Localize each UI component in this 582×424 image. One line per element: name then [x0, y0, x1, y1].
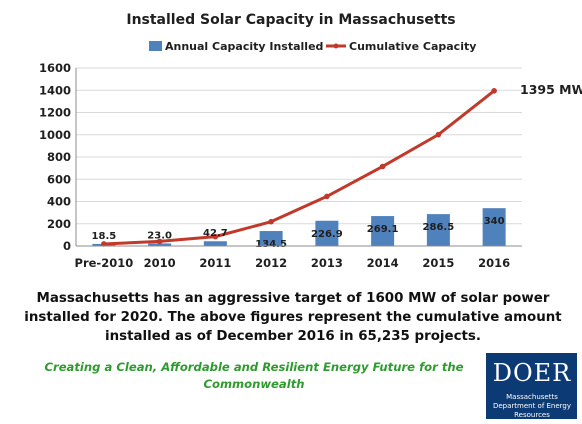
- bar-value-label: 23.0: [147, 230, 172, 241]
- y-tick-label: 0: [63, 239, 71, 253]
- legend-label-cumulative: Cumulative Capacity: [349, 40, 476, 53]
- y-tick-label: 800: [47, 150, 71, 164]
- logo-subtitle: Massachusetts Department of Energy Resou…: [492, 393, 572, 419]
- x-tick-label: 2015: [422, 256, 454, 270]
- cumulative-point: [491, 88, 497, 94]
- cumulative-line-path: [103, 89, 496, 246]
- data-labels: 18.5 23.0 42.7 134.5 226.9 269.1 286.5 340: [92, 216, 505, 250]
- y-tick-label: 200: [47, 217, 71, 231]
- cumulative-point: [379, 163, 386, 170]
- cumulative-point: [212, 233, 219, 240]
- axes: 0 200 400 600 800 1000 1200 1400 1600 Pre-2010 201…: [39, 61, 522, 270]
- legend-marker-cumulative: [333, 43, 339, 49]
- x-tick-label: Pre-2010: [75, 256, 134, 270]
- bar-annual: [315, 220, 339, 246]
- cumulative-point: [435, 131, 442, 138]
- y-tick-label: 1600: [39, 61, 71, 75]
- bar-value-label: 340: [484, 216, 505, 227]
- logo-mark: DOER: [492, 359, 572, 387]
- y-tick-label: 1200: [39, 106, 71, 120]
- x-tick-label: 2014: [367, 256, 399, 270]
- bar-value-label: 226.9: [311, 229, 343, 240]
- y-tick-label: 400: [47, 195, 71, 209]
- cumulative-point: [268, 218, 274, 225]
- bar-value-label: 134.5: [255, 239, 287, 250]
- x-tick-label: 2016: [478, 256, 510, 270]
- x-tick-label: 2012: [255, 256, 287, 270]
- bar-value-label: 286.5: [423, 222, 455, 233]
- x-tick-label: 2011: [199, 256, 231, 270]
- bar-annual: [259, 231, 283, 246]
- bar-annual: [371, 216, 395, 246]
- bar-annual: [426, 214, 450, 246]
- bar-annual: [148, 243, 172, 246]
- legend: Annual Capacity Installed Cumulative Cap…: [149, 40, 476, 53]
- bar-annual: [482, 208, 506, 246]
- cumulative-line: [101, 88, 497, 247]
- bar-value-label: 269.1: [367, 224, 399, 235]
- cumulative-point: [101, 241, 107, 247]
- y-tick-label: 600: [47, 172, 71, 186]
- description-text: Massachusetts has an aggressive target o…: [24, 291, 562, 344]
- gridlines: [76, 67, 522, 225]
- bar-annual: [203, 241, 227, 246]
- bar-value-label: 42.7: [203, 228, 228, 239]
- solar-capacity-chart: Installed Solar Capacity in Massachusett…: [39, 12, 582, 270]
- doer-logo: DOER Massachusetts Department of Energy …: [486, 353, 577, 419]
- cumulative-point: [324, 193, 330, 200]
- y-tick-label: 1000: [39, 128, 71, 142]
- bars: [92, 208, 506, 246]
- x-tick-label: 2013: [311, 256, 343, 270]
- cumulative-annotation: 1395 MW: [520, 82, 582, 97]
- x-tick-label: 2010: [144, 256, 176, 270]
- legend-label-annual: Annual Capacity Installed: [165, 40, 323, 53]
- cumulative-point: [156, 238, 163, 245]
- tagline-text: Creating a Clean, Affordable and Resilie…: [44, 360, 464, 391]
- legend-swatch-annual: [149, 41, 162, 51]
- bar-value-label: 18.5: [92, 231, 117, 242]
- y-tick-label: 1400: [39, 83, 71, 97]
- chart-title: Installed Solar Capacity in Massachusett…: [126, 12, 455, 28]
